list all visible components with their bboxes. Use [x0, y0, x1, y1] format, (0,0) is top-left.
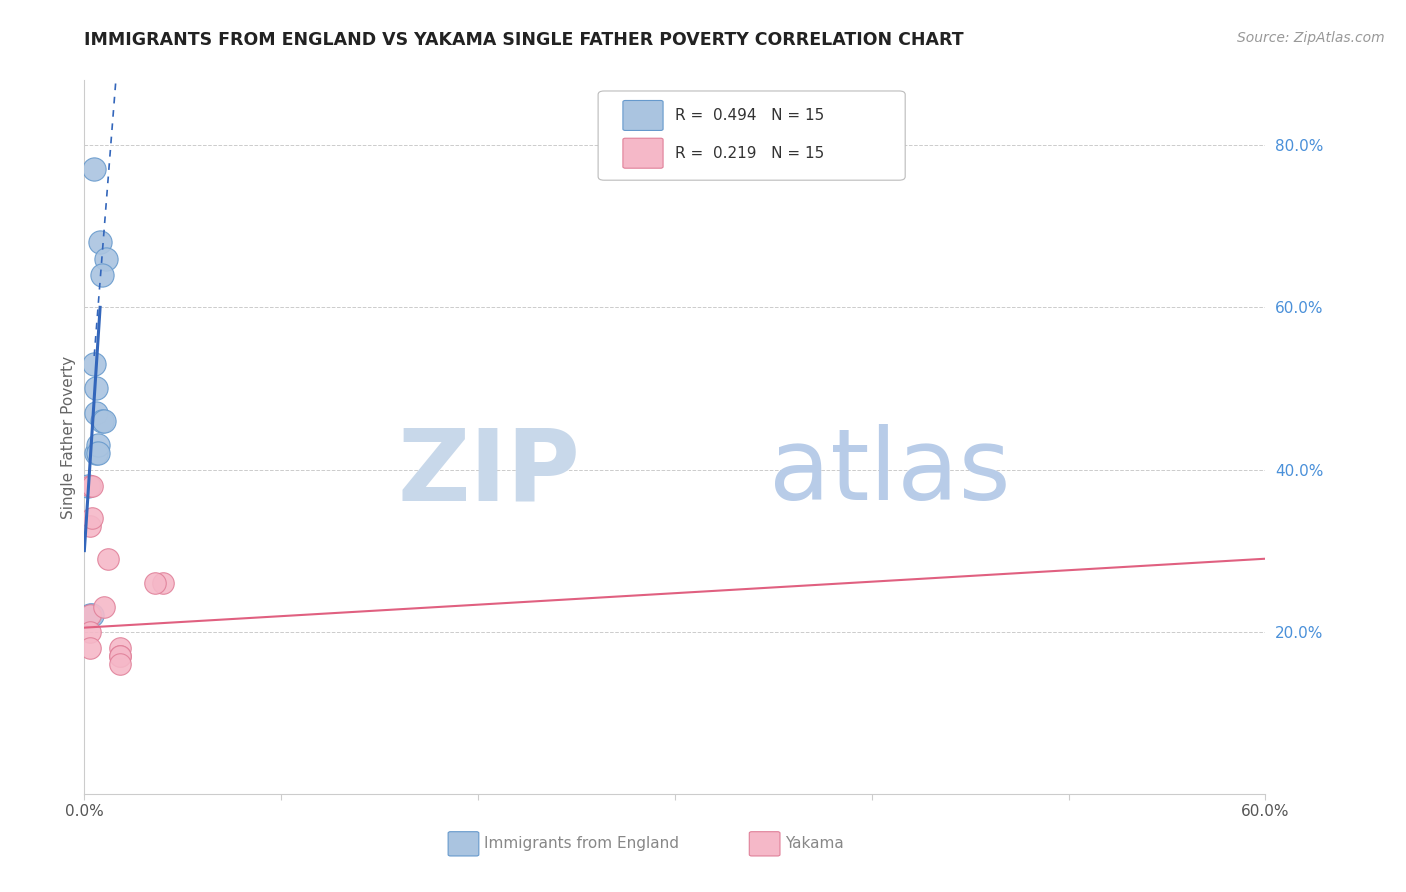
Point — [79, 479, 101, 493]
Point — [77, 479, 100, 493]
Point — [91, 414, 114, 428]
Point — [82, 479, 104, 493]
Point — [84, 381, 107, 395]
Point — [79, 608, 101, 623]
Point — [87, 438, 110, 452]
Point — [93, 600, 115, 615]
Text: Source: ZipAtlas.com: Source: ZipAtlas.com — [1237, 31, 1385, 45]
Point — [87, 446, 110, 460]
Point — [108, 657, 131, 672]
Text: R =  0.219   N = 15: R = 0.219 N = 15 — [675, 145, 824, 161]
Text: atlas: atlas — [769, 425, 1011, 521]
Point — [83, 162, 105, 177]
Point — [82, 608, 104, 623]
Point — [79, 519, 101, 533]
Point — [108, 640, 131, 655]
FancyBboxPatch shape — [449, 831, 479, 856]
Text: IMMIGRANTS FROM ENGLAND VS YAKAMA SINGLE FATHER POVERTY CORRELATION CHART: IMMIGRANTS FROM ENGLAND VS YAKAMA SINGLE… — [84, 31, 965, 49]
Y-axis label: Single Father Poverty: Single Father Poverty — [60, 356, 76, 518]
Text: R =  0.494   N = 15: R = 0.494 N = 15 — [675, 108, 824, 123]
Text: Immigrants from England: Immigrants from England — [484, 837, 679, 851]
Point — [93, 414, 115, 428]
Text: Yakama: Yakama — [785, 837, 844, 851]
Text: ZIP: ZIP — [398, 425, 581, 521]
Point — [108, 648, 131, 663]
Point — [91, 268, 114, 282]
FancyBboxPatch shape — [623, 138, 664, 169]
Point — [79, 608, 101, 623]
Point — [108, 648, 131, 663]
Point — [143, 576, 166, 591]
Point — [79, 624, 101, 639]
Point — [82, 511, 104, 525]
FancyBboxPatch shape — [623, 101, 664, 130]
Point — [89, 235, 111, 250]
Point — [97, 551, 120, 566]
Point — [94, 252, 117, 266]
Point — [84, 406, 107, 420]
Point — [152, 576, 174, 591]
Point — [79, 640, 101, 655]
FancyBboxPatch shape — [749, 831, 780, 856]
Point — [83, 357, 105, 371]
FancyBboxPatch shape — [598, 91, 905, 180]
Point — [84, 446, 107, 460]
